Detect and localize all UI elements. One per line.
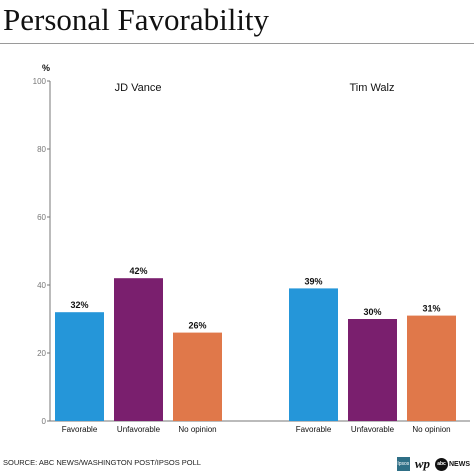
abc-news-logo: abc NEWS — [435, 457, 470, 471]
y-axis-unit-label: % — [42, 63, 50, 73]
chart-title: Personal Favorability — [3, 2, 270, 37]
bar-value-label: 32% — [70, 300, 88, 310]
category-label: No opinion — [412, 425, 450, 434]
footer: SOURCE: ABC NEWS/WASHINGTON POST/IPSOS P… — [0, 454, 474, 474]
bar-value-label: 26% — [188, 321, 206, 331]
abc-news-wordmark: NEWS — [449, 460, 470, 468]
ipsos-logo: Ipsos — [396, 457, 410, 471]
category-label: Unfavorable — [351, 425, 395, 434]
group-title: Tim Walz — [349, 82, 394, 94]
category-label: Unfavorable — [117, 425, 161, 434]
title-divider — [0, 43, 474, 44]
bar-value-label: 30% — [363, 307, 381, 317]
category-label: Favorable — [62, 425, 98, 434]
y-tick-label: 20 — [37, 349, 46, 358]
y-tick-label: 80 — [37, 145, 46, 154]
y-tick-label: 100 — [33, 77, 47, 86]
bar-no-opinion — [407, 315, 456, 421]
washington-post-logo: wp — [414, 456, 430, 471]
category-label: Favorable — [296, 425, 332, 434]
bar-unfavorable — [348, 319, 397, 421]
abc-logo-mark: abc — [435, 457, 448, 471]
bar-value-label: 42% — [129, 266, 147, 276]
bar-no-opinion — [173, 332, 222, 421]
bar-favorable — [289, 288, 338, 421]
bar-unfavorable — [114, 278, 163, 421]
source-note: SOURCE: ABC NEWS/WASHINGTON POST/IPSOS P… — [3, 458, 201, 467]
group-title: JD Vance — [115, 82, 162, 94]
bar-value-label: 31% — [422, 304, 440, 314]
bar-value-label: 39% — [304, 276, 322, 286]
y-tick-label: 40 — [37, 281, 46, 290]
y-tick-label: 0 — [42, 417, 47, 426]
bar-chart: % 0 20 40 60 80 100 JD Vance 32% Favorable 42% Unf… — [33, 63, 470, 434]
bar-favorable — [55, 312, 104, 421]
category-label: No opinion — [178, 425, 216, 434]
y-tick-label: 60 — [37, 213, 46, 222]
publisher-logos: Ipsos wp abc NEWS — [396, 456, 470, 472]
